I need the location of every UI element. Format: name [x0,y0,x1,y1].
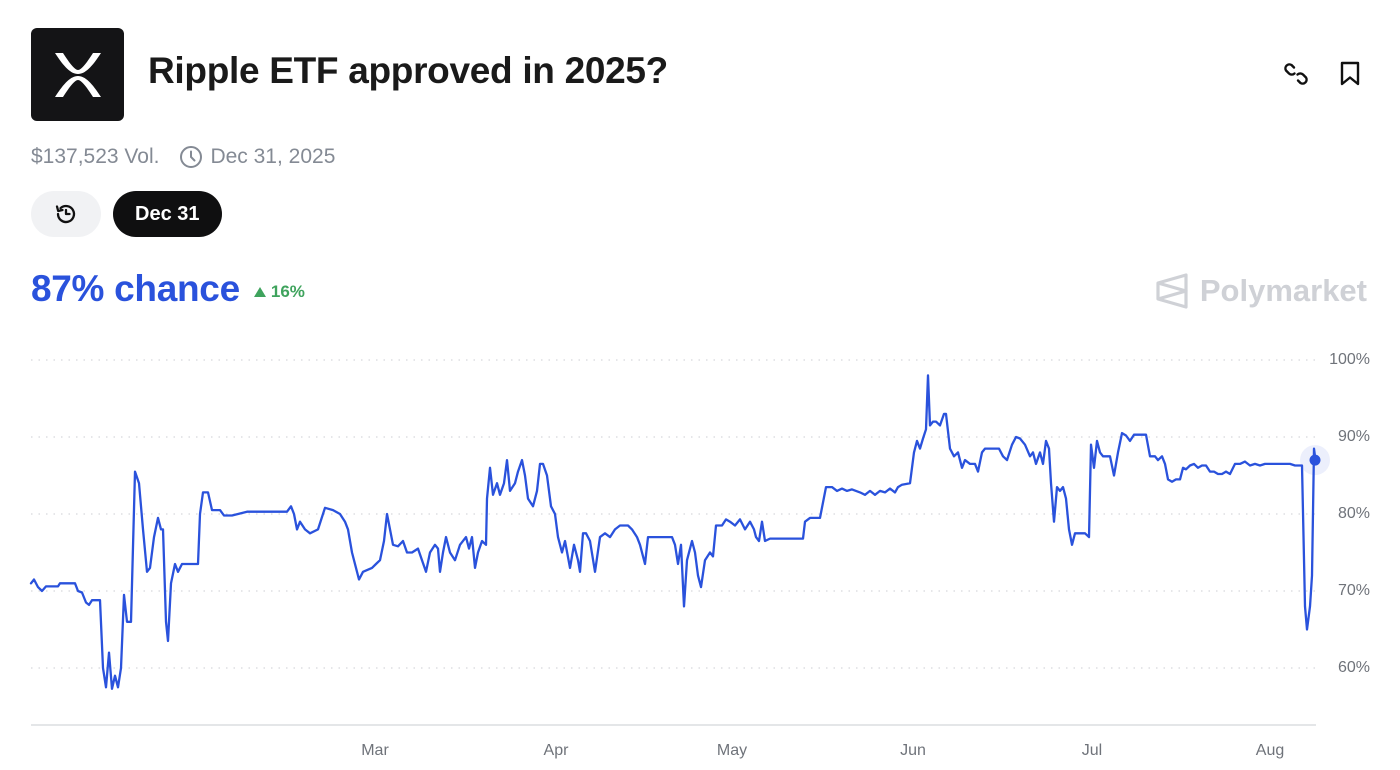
current-point-marker [1309,454,1321,466]
x-tick-label: Jun [900,742,926,759]
market-meta: $137,523 Vol. Dec 31, 2025 [31,145,335,169]
clock-icon [179,145,203,169]
y-tick-label: 100% [1329,351,1370,368]
x-tick-label: Jul [1081,742,1103,759]
chart-plot [29,359,1330,726]
history-icon [55,204,76,224]
bookmark-button[interactable] [1336,60,1364,88]
triangle-up-icon [253,287,266,297]
end-date-label: Dec 31, 2025 [210,145,336,168]
x-tick-label: Aug [1255,742,1285,759]
polymarket-logo-icon [1156,273,1188,309]
date-filter: Dec 31 [31,191,222,237]
polymarket-watermark: Polymarket [1154,272,1367,310]
header-actions [1282,60,1364,88]
delta-value: 16% [270,282,305,301]
x-tick-label: May [716,742,748,759]
chance-value: 87% chance [31,268,240,309]
copy-link-button[interactable] [1282,60,1310,88]
market-logo [31,28,124,121]
x-tick-label: Mar [361,742,389,759]
history-button[interactable] [31,191,101,237]
date-pill-selected[interactable]: Dec 31 [113,191,222,237]
bookmark-icon [1340,61,1360,86]
link-icon [1284,63,1308,85]
y-tick-label: 60% [1337,659,1370,676]
series-line-yes [29,374,1317,690]
y-tick-label: 70% [1337,582,1370,599]
volume-label: $137,523 Vol. [31,145,160,168]
chance-delta: 16% [253,282,305,302]
chance-summary: 87% chance 16% [31,268,305,310]
y-tick-label: 90% [1337,428,1370,445]
xrp-logo-icon [54,52,101,97]
x-tick-label: Apr [543,742,569,759]
price-chart[interactable]: 100% 90% 80% 70% 60% Mar Apr May Jun Jul Aug [0,330,1400,770]
market-title: Ripple ETF approved in 2025? [148,50,668,91]
y-tick-label: 80% [1337,505,1370,522]
brand-name: Polymarket [1199,273,1367,308]
